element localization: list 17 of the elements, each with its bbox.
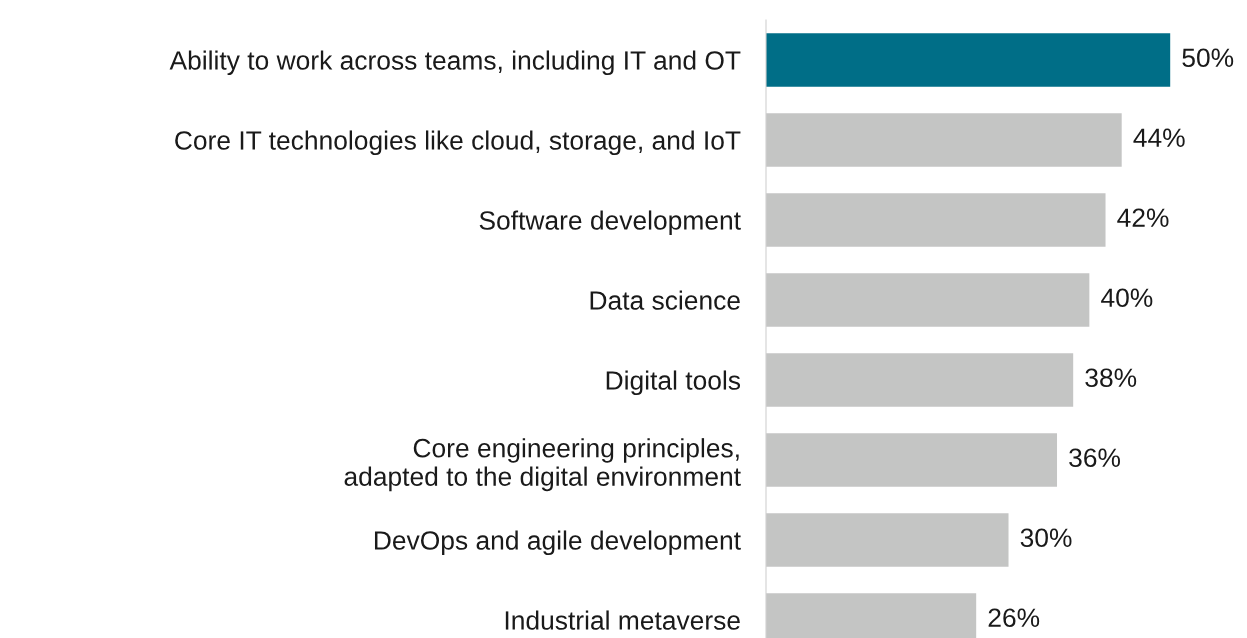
y-tick-label: Ability to work across teams, including IT and OT xyxy=(169,50,741,76)
y-tick-label: DevOps and agile development xyxy=(374,530,741,556)
data-label: 26% xyxy=(988,608,1040,628)
data-label: 36% xyxy=(1069,448,1121,468)
data-label: 42% xyxy=(1117,208,1169,227)
y-tick-label: Software development xyxy=(479,210,741,236)
data-label: 38% xyxy=(1085,368,1137,388)
data-label: 50% xyxy=(1182,48,1234,68)
y-tick-label: Industrial metaverse xyxy=(505,610,740,630)
bar xyxy=(766,33,1171,87)
y-tick-label: Core engineering principles, adapted to the digital environment xyxy=(344,438,741,492)
data-label: 44% xyxy=(1133,128,1185,147)
data-label: 30% xyxy=(1020,528,1072,548)
y-tick-label: Digital tools xyxy=(606,370,741,396)
y-tick-label: Core IT technologies like cloud, storage, and IoT xyxy=(175,130,741,156)
data-label: 40% xyxy=(1101,288,1153,308)
y-tick-label: Data science xyxy=(590,290,740,310)
